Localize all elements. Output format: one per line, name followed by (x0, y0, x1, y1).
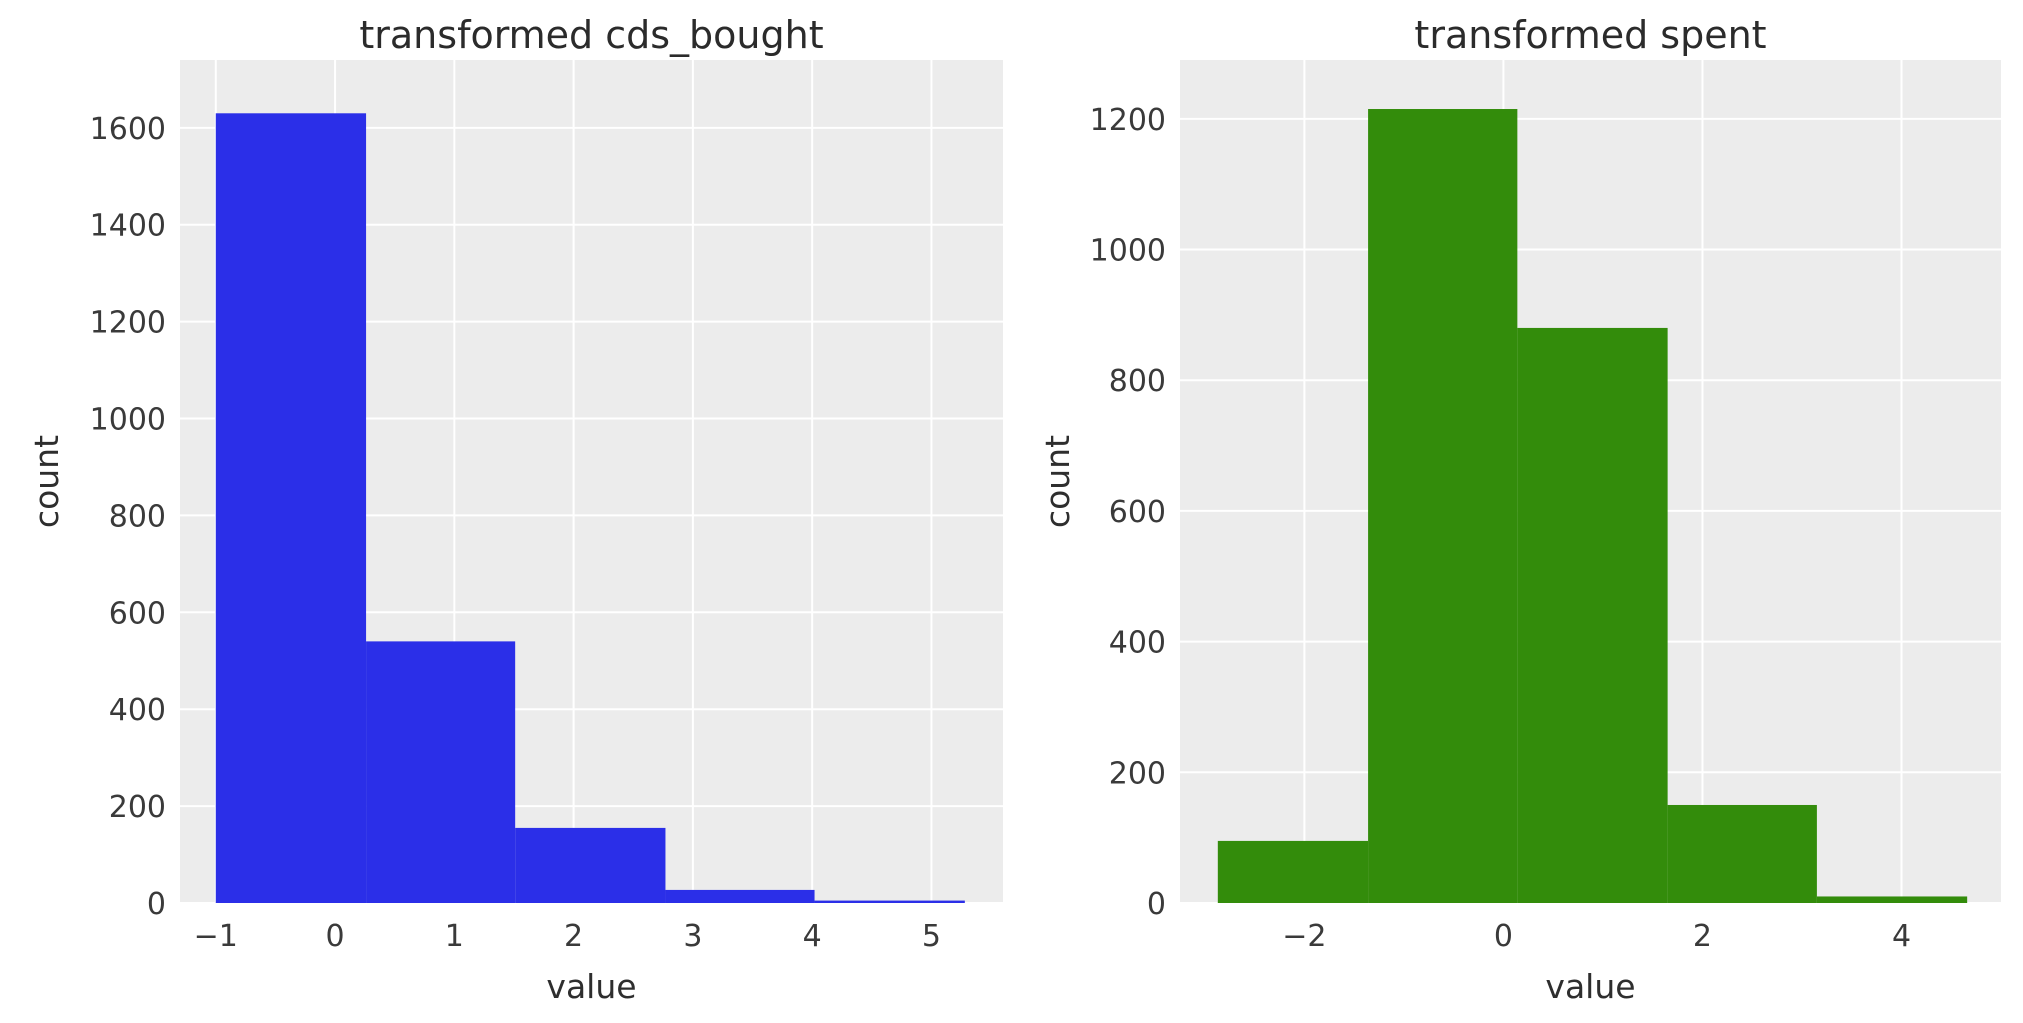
histogram-bar (814, 900, 965, 903)
x-tick-label: 0 (1494, 919, 1513, 954)
histogram-bar (1368, 109, 1518, 904)
y-tick-label: 400 (109, 693, 166, 728)
y-tick-label: 1600 (90, 112, 166, 147)
x-axis-label: value (1545, 967, 1635, 1006)
histogram-bar (1217, 840, 1369, 903)
chart-canvas: 0 200 400 600 800 1000 1200 1400 1600 −1 0 1 2 3 4 5 tra… (27, 13, 1003, 1006)
y-tick-label: 600 (109, 596, 166, 631)
histogram-bar (665, 889, 815, 903)
y-tick-label: 1200 (90, 306, 166, 341)
x-tick-label: 2 (1693, 919, 1712, 954)
chart-transformed-spent: 0 200 400 600 800 1000 1200 −2 0 2 4 transformed sp… (1011, 0, 2023, 1023)
x-tick-label: 2 (564, 919, 583, 954)
x-tick-label: 4 (1892, 919, 1911, 954)
chart-title: transformed cds_bought (359, 13, 823, 57)
histogram-bar (366, 641, 516, 903)
histogram-bar (1517, 327, 1668, 903)
y-axis-label: count (1038, 435, 1077, 528)
x-tick-label: 1 (445, 919, 464, 954)
histogram-bar (1816, 896, 1968, 903)
x-tick-label: −2 (1282, 919, 1326, 954)
y-axis-label: count (27, 435, 66, 528)
histogram-bar (215, 113, 367, 904)
y-tick-label: 800 (109, 499, 166, 534)
chart-title: transformed spent (1414, 13, 1766, 57)
y-tick-label: 1000 (90, 403, 166, 438)
y-tick-label: 0 (1147, 887, 1166, 922)
y-tick-label: 1400 (90, 209, 166, 244)
y-tick-label: 600 (1109, 495, 1166, 530)
histogram-bar (1667, 804, 1817, 903)
x-axis-label: value (546, 967, 636, 1006)
x-tick-label: 3 (683, 919, 702, 954)
x-tick-label: 4 (803, 919, 822, 954)
y-tick-label: 0 (147, 887, 166, 922)
x-tick-label: −1 (194, 919, 238, 954)
histogram-bar (515, 827, 666, 903)
y-tick-label: 200 (1109, 756, 1166, 791)
chart-transformed-cds-bought: 0 200 400 600 800 1000 1200 1400 1600 −1 0 1 2 3 4 5 tra… (0, 0, 1011, 1023)
chart-canvas: 0 200 400 600 800 1000 1200 −2 0 2 4 transformed sp… (1038, 13, 2001, 1006)
y-tick-label: 1200 (1090, 103, 1166, 138)
y-tick-label: 800 (1109, 364, 1166, 399)
y-tick-label: 200 (109, 790, 166, 825)
y-tick-label: 1000 (1090, 234, 1166, 269)
y-tick-label: 400 (1109, 626, 1166, 661)
x-tick-label: 5 (922, 919, 941, 954)
x-tick-label: 0 (326, 919, 345, 954)
